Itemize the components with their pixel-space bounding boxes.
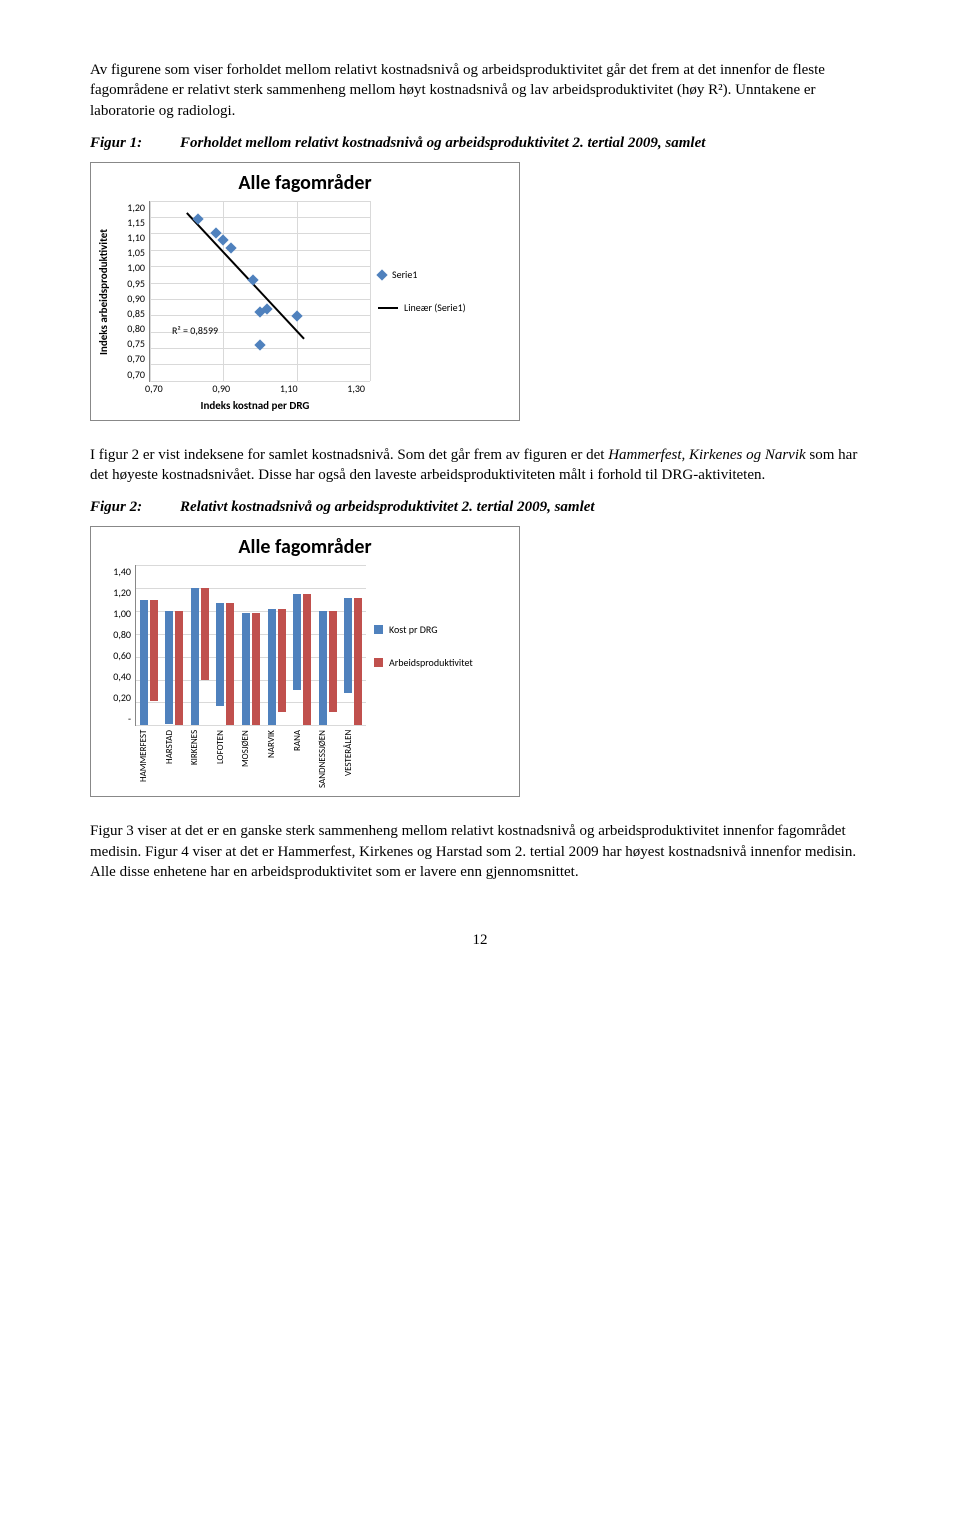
paragraph-3: Figur 3 viser at det er en ganske sterk … bbox=[90, 821, 870, 882]
chart2-xaxis: HAMMERFESTHARSTADKIRKENESLOFOTENMOSJØENN… bbox=[131, 726, 361, 788]
figure2-label: Figur 2: bbox=[90, 499, 180, 516]
chart2-yaxis: 1,401,201,000,800,600,400,20- bbox=[97, 565, 135, 725]
chart1-xlabel: Indeks kostnad per DRG bbox=[145, 399, 365, 412]
chart1-plot: R² = 0,8599 bbox=[149, 201, 370, 382]
paragraph-1: Av figurene som viser forholdet mellom r… bbox=[90, 60, 870, 121]
paragraph-2: I figur 2 er vist indeksene for samlet k… bbox=[90, 445, 870, 486]
figure1-label: Figur 1: bbox=[90, 135, 180, 152]
chart1-xaxis: 0,700,901,101,30 bbox=[145, 382, 365, 395]
chart2-title: Alle fagområder bbox=[97, 535, 513, 559]
page-number: 12 bbox=[90, 932, 870, 949]
para2-a: I figur 2 er vist indeksene for samlet k… bbox=[90, 447, 608, 463]
chart2-legend: Kost pr DRGArbeidsproduktivitet bbox=[366, 565, 473, 726]
chart2-container: Alle fagområder 1,401,201,000,800,600,40… bbox=[90, 526, 520, 797]
chart2-plot bbox=[135, 565, 366, 726]
chart1-title: Alle fagområder bbox=[97, 171, 513, 195]
chart1-container: Alle fagområder Indeks arbeidsproduktivi… bbox=[90, 162, 520, 421]
figure1-caption: Figur 1: Forholdet mellom relativt kostn… bbox=[90, 135, 870, 152]
chart1-legend: Serie1Lineær (Serie1) bbox=[370, 201, 466, 382]
chart1-ylabel: Indeks arbeidsproduktivitet bbox=[97, 201, 115, 382]
para2-b: Hammerfest, Kirkenes og Narvik bbox=[608, 447, 805, 463]
figure1-caption-text: Forholdet mellom relativt kostnadsnivå o… bbox=[180, 135, 705, 152]
figure2-caption: Figur 2: Relativt kostnadsnivå og arbeid… bbox=[90, 499, 870, 516]
figure2-caption-text: Relativt kostnadsnivå og arbeidsprodukti… bbox=[180, 499, 595, 516]
chart1-yaxis: 1,201,151,101,051,000,950,900,850,800,75… bbox=[115, 201, 149, 381]
